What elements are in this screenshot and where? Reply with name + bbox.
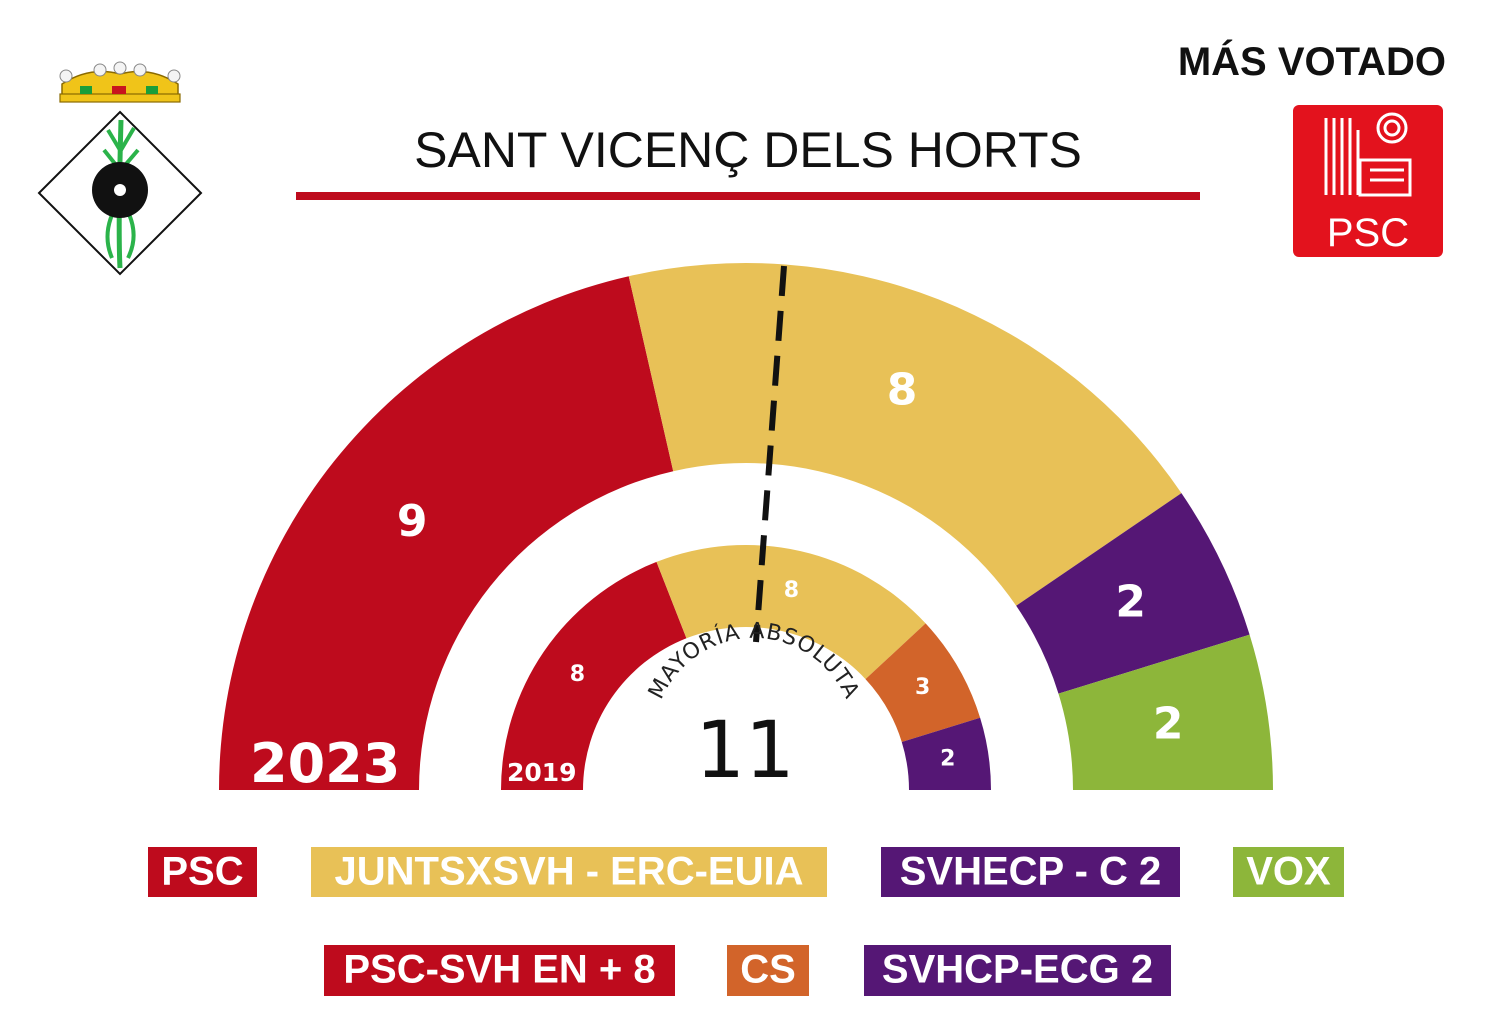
seat-segment-2019-psc-svh-en-8 xyxy=(501,561,687,790)
seat-count-label: 3 xyxy=(915,675,930,700)
legend-item-cs: CS xyxy=(727,945,809,996)
legend-item-svhecp-c-2: SVHECP - C 2 xyxy=(881,847,1180,897)
hemicycle-2023: 9 8 2 2 xyxy=(219,262,1273,790)
legend-label: SVHECP - C 2 xyxy=(900,850,1162,894)
seat-count-label: 8 xyxy=(887,365,918,416)
seat-segment-2023-juntsxsvh-erc-euia xyxy=(628,262,1182,606)
seat-count-label: 8 xyxy=(570,662,585,687)
coat-of-arms-logo xyxy=(37,61,203,276)
legend-label: JUNTSXSVH - ERC-EUIA xyxy=(335,850,804,894)
seat-count-label: 2 xyxy=(1115,577,1146,628)
legend-item-psc: PSC xyxy=(148,847,257,897)
legend-item-svhcp-ecg-2: SVHCP-ECG 2 xyxy=(864,945,1171,996)
legend-item-psc-svh-en-8: PSC-SVH EN + 8 xyxy=(324,945,675,996)
legend-item-vox: VOX xyxy=(1233,847,1344,897)
legend-label: PSC-SVH EN + 8 xyxy=(343,948,655,992)
seat-count-label: 2 xyxy=(940,747,955,772)
seat-segment-2023-vox xyxy=(1058,634,1273,790)
psc-logo-label: PSC xyxy=(1327,211,1409,255)
legend-label: CS xyxy=(740,948,796,992)
most-voted-label: MÁS VOTADO xyxy=(1178,39,1446,84)
legend-label: VOX xyxy=(1246,850,1331,894)
legend-label: PSC xyxy=(161,850,243,894)
legend-item-juntsxsvh-erc-euia: JUNTSXSVH - ERC-EUIA xyxy=(311,847,827,897)
seat-segment-2019-juntsxsvh-erc-euia xyxy=(656,544,926,680)
seat-segment-2019-svhcp-ecg-2 xyxy=(901,717,991,790)
seat-count-label: 8 xyxy=(784,578,799,603)
seat-segment-2023-psc xyxy=(219,276,674,790)
rose-fist-icon xyxy=(1324,112,1412,197)
legend-label: SVHCP-ECG 2 xyxy=(882,948,1153,992)
crown-icon xyxy=(59,61,181,103)
seat-count-label: 9 xyxy=(397,496,428,547)
year-label-2023: 2023 xyxy=(250,732,400,795)
seat-count-label: 2 xyxy=(1153,698,1184,749)
title-underline xyxy=(296,192,1200,200)
majority-line xyxy=(753,265,787,643)
seat-segment-2019-cs xyxy=(865,623,981,742)
psc-party-logo: PSC xyxy=(1293,105,1443,257)
majority-value: 11 xyxy=(695,706,794,796)
seat-segment-2023-svhecp-c-2 xyxy=(1016,493,1250,694)
page-title: SANT VICENÇ DELS HORTS xyxy=(414,122,1082,178)
year-label-2019: 2019 xyxy=(507,758,577,787)
hemicycle-2019: 8 8 3 2 xyxy=(501,544,991,790)
